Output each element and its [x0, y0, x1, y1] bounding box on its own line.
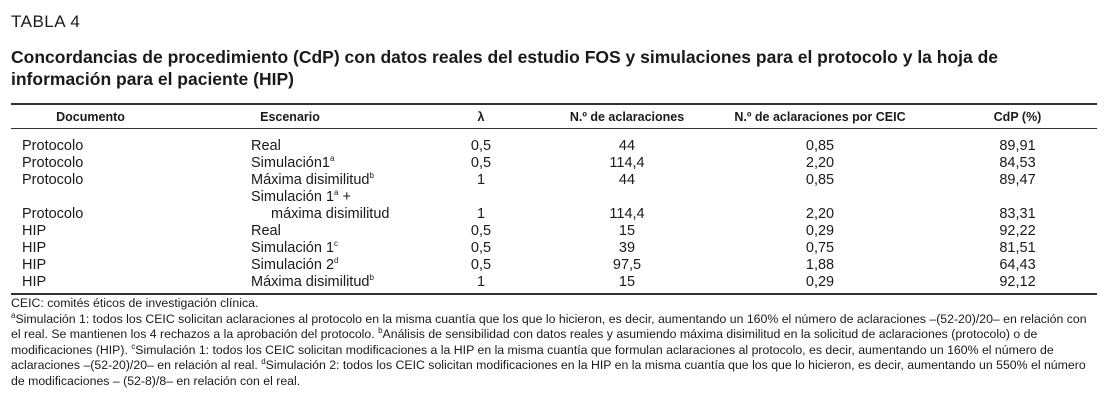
footnote-c-mark: c [131, 341, 136, 351]
footnote-d-mark: d [261, 357, 266, 367]
cell-documento: Protocolo [22, 206, 84, 222]
escenario-text-line2: máxima disimilitud [271, 206, 390, 222]
cell-cdp: 64,43 [999, 257, 1036, 273]
cell-aclaraciones-por-ceic: 2,20 [805, 206, 835, 222]
cell-escenario: Máxima disimilitudb [170, 273, 410, 295]
cell-lambda: 0,5 [470, 223, 492, 239]
cell-documento: HIP [22, 223, 47, 239]
cell-aclaraciones: 97,5 [612, 257, 642, 273]
cell-lambda: 1 [476, 206, 486, 222]
cell-cdp: 89,47 [999, 172, 1036, 188]
table-row: HIP Simulación 2d 0,5 97,5 1,88 64,43 [11, 257, 1097, 274]
cell-aclaraciones: 15 [618, 223, 636, 239]
cell-documento: Protocolo [22, 172, 84, 188]
footnote-b-mark: b [378, 326, 383, 336]
escenario-text: Máxima disimilitud [251, 172, 370, 188]
cell-lambda: 0,5 [470, 155, 492, 171]
footnote-marker: c [334, 239, 339, 249]
escenario-text: Simulación 2 [251, 257, 335, 273]
cell-lambda: 0,5 [470, 257, 492, 273]
data-table: Documento Escenario λ N.º de aclaracione… [11, 103, 1097, 295]
cell-escenario: Real [170, 129, 410, 156]
footnotes: CEIC: comités éticos de investigación cl… [11, 296, 1099, 390]
cell-aclaraciones: 44 [618, 138, 636, 154]
footnote-marker: b [369, 171, 374, 181]
cell-aclaraciones: 39 [618, 240, 636, 256]
cell-aclaraciones: 114,4 [609, 155, 645, 171]
footnote-ceic: CEIC: comités éticos de investigación cl… [11, 296, 259, 310]
header-aclaraciones-por-ceic: N.º de aclaraciones por CEIC [702, 103, 938, 129]
footnote-a: Simulación 1: todos los CEIC solicitan a… [11, 311, 1087, 342]
escenario-plus: + [338, 189, 351, 205]
table-row: HIP Simulación 1c 0,5 39 0,75 81,51 [11, 240, 1097, 257]
table-row: Protocolo Simulación1a 0,5 114,4 2,20 84,53 [11, 155, 1097, 172]
cell-escenario: Simulación 1c [170, 240, 410, 257]
cell-documento: HIP [22, 240, 47, 256]
header-documento: Documento [11, 103, 170, 129]
cell-aclaraciones: 15 [552, 274, 702, 295]
escenario-text: Real [251, 138, 281, 154]
cell-lambda: 0,5 [470, 240, 492, 256]
cell-aclaraciones-por-ceic: 2,20 [805, 155, 835, 171]
footnote-c: Simulación 1: todos los CEIC solicitan m… [11, 342, 1054, 373]
table-row: HIP Máxima disimilitudb 1 15 0,29 92,12 [11, 273, 1097, 295]
cell-aclaraciones: 44 [618, 172, 636, 188]
cell-documento: HIP [22, 257, 47, 273]
cell-escenario: Real [170, 223, 410, 240]
header-escenario: Escenario [170, 103, 410, 129]
table-row: Protocolo Simulación 1a + máxima disimilit… [11, 189, 1097, 223]
cell-cdp: 84,53 [999, 155, 1036, 171]
footnote-marker: d [334, 256, 339, 266]
cell-escenario: Simulación 1a + máxima disimilitud [170, 189, 410, 223]
header-lambda: λ [410, 103, 552, 129]
cell-aclaraciones-por-ceic: 0,85 [805, 172, 835, 188]
cell-aclaraciones-por-ceic: 1,88 [805, 257, 835, 273]
footnote-marker: a [330, 154, 335, 164]
table-title: Concordancias de procedimiento (CdP) con… [11, 47, 999, 89]
escenario-text: Máxima disimilitud [251, 274, 370, 290]
table-label: TABLA 4 [11, 12, 81, 31]
cell-cdp: 92,12 [938, 274, 1097, 295]
cell-cdp: 92,22 [999, 223, 1036, 239]
escenario-text: Simulación1 [251, 155, 330, 171]
escenario-text: Simulación 1 [251, 189, 335, 205]
table-row: Protocolo Máxima disimilitudb 1 44 0,85 89,47 [11, 172, 1097, 189]
cell-cdp: 89,91 [999, 138, 1036, 154]
cell-lambda: 0,5 [470, 138, 492, 154]
cell-escenario: Simulación 2d [170, 257, 410, 274]
cell-aclaraciones-por-ceic: 0,29 [702, 274, 938, 295]
table-row: HIP Real 0,5 15 0,29 92,22 [11, 223, 1097, 240]
footnote-marker: a [334, 188, 339, 198]
cell-cdp: 83,31 [999, 206, 1036, 222]
footnote-d: Simulación 2: todos los CEIC solicitan m… [11, 358, 1086, 388]
table-row: Protocolo Real 0,5 44 0,85 89,91 [11, 129, 1097, 156]
cell-escenario: Máxima disimilitudb [170, 172, 410, 189]
cell-cdp: 81,51 [999, 240, 1036, 256]
footnote-b: Análisis de sensibilidad con datos reale… [11, 327, 1038, 357]
footnote-marker: b [369, 273, 374, 283]
header-aclaraciones: N.º de aclaraciones [552, 103, 702, 129]
cell-aclaraciones-por-ceic: 0,75 [805, 240, 835, 256]
cell-escenario: Simulación1a [170, 155, 410, 172]
cell-documento: HIP [11, 274, 170, 295]
cell-aclaraciones: 114,4 [609, 206, 645, 222]
footnotes-body: aSimulación 1: todos los CEIC solicitan … [11, 310, 1099, 390]
cell-aclaraciones-por-ceic: 0,85 [805, 138, 835, 154]
table-header-row: Documento Escenario λ N.º de aclaracione… [11, 103, 1097, 129]
escenario-text: Real [251, 223, 281, 239]
cell-aclaraciones-por-ceic: 0,29 [805, 223, 835, 239]
footnote-a-mark: a [11, 310, 16, 320]
header-cdp: CdP (%) [938, 103, 1097, 129]
cell-lambda: 1 [476, 172, 486, 188]
escenario-text: Simulación 1 [251, 240, 335, 256]
cell-documento: Protocolo [22, 138, 84, 154]
cell-lambda: 1 [410, 274, 552, 295]
cell-documento: Protocolo [22, 155, 84, 171]
